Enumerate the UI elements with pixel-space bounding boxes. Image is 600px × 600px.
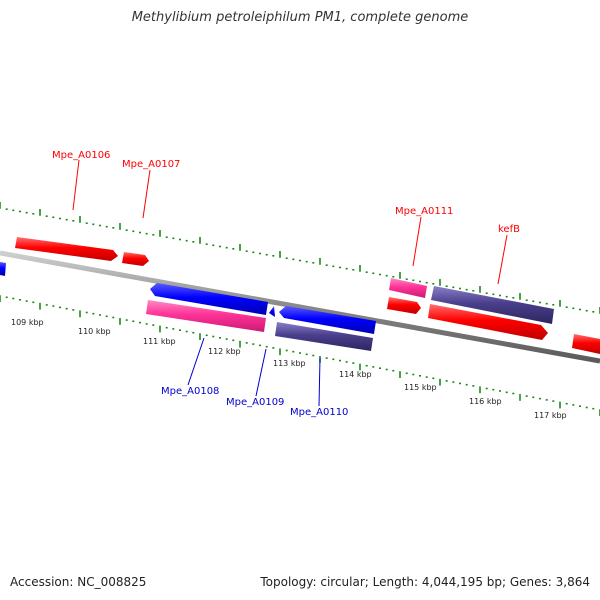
label-Mpe_A0109[interactable]: Mpe_A0109 xyxy=(226,397,284,408)
genome-backbone xyxy=(0,250,600,364)
label-connectors xyxy=(72,159,508,407)
kbp-label: 109 kbp xyxy=(11,318,44,327)
kbp-axis-labels: 109 kbp 110 kbp 111 kbp 112 kbp 113 kbp … xyxy=(11,318,567,420)
label-Mpe_A0107[interactable]: Mpe_A0107 xyxy=(122,159,180,170)
kbp-label: 117 kbp xyxy=(534,411,567,420)
kbp-label: 114 kbp xyxy=(339,370,372,379)
gene-Mpe_A0109[interactable] xyxy=(269,306,275,317)
gene-Mpe_A0107[interactable] xyxy=(122,252,149,266)
gene-red-forward-1[interactable] xyxy=(387,297,421,314)
gene-Mpe_A0110-arrow[interactable] xyxy=(279,306,376,334)
gene-Mpe_A0108-arrow[interactable] xyxy=(150,283,268,315)
kbp-label: 115 kbp xyxy=(404,383,437,392)
gene-kefB[interactable] xyxy=(431,286,554,324)
gene-Mpe_A0111[interactable] xyxy=(389,278,427,298)
kbp-label: 113 kbp xyxy=(273,359,306,368)
label-Mpe_A0108[interactable]: Mpe_A0108 xyxy=(161,386,219,397)
label-Mpe_A0110[interactable]: Mpe_A0110 xyxy=(290,407,348,418)
forward-strand-features xyxy=(15,237,554,324)
gene-Mpe_A0108-pink[interactable] xyxy=(146,300,266,332)
label-kefB[interactable]: kefB xyxy=(498,224,520,235)
top-tick-track xyxy=(0,202,600,314)
gene-red-forward-3[interactable] xyxy=(572,334,600,354)
gene-Mpe_A0106[interactable] xyxy=(15,237,118,261)
kbp-label: 112 kbp xyxy=(208,347,241,356)
label-Mpe_A0106[interactable]: Mpe_A0106 xyxy=(52,150,110,161)
accession-text: Accession: NC_008825 xyxy=(10,575,147,589)
gene-red-forward-2[interactable] xyxy=(428,304,548,340)
genome-title: Methylibium petroleiphilum PM1, complete… xyxy=(131,10,469,25)
reverse-strand-features xyxy=(0,262,600,354)
gene-left-blue-partial[interactable] xyxy=(0,262,6,276)
gene-Mpe_A0110-purple[interactable] xyxy=(275,322,373,351)
gene-labels: Mpe_A0106 Mpe_A0107 Mpe_A0111 kefB Mpe_A… xyxy=(52,150,520,418)
kbp-label: 110 kbp xyxy=(78,327,111,336)
label-Mpe_A0111[interactable]: Mpe_A0111 xyxy=(395,206,453,217)
kbp-label: 116 kbp xyxy=(469,397,502,406)
genome-stats-text: Topology: circular; Length: 4,044,195 bp… xyxy=(260,575,590,589)
kbp-label: 111 kbp xyxy=(143,337,176,346)
